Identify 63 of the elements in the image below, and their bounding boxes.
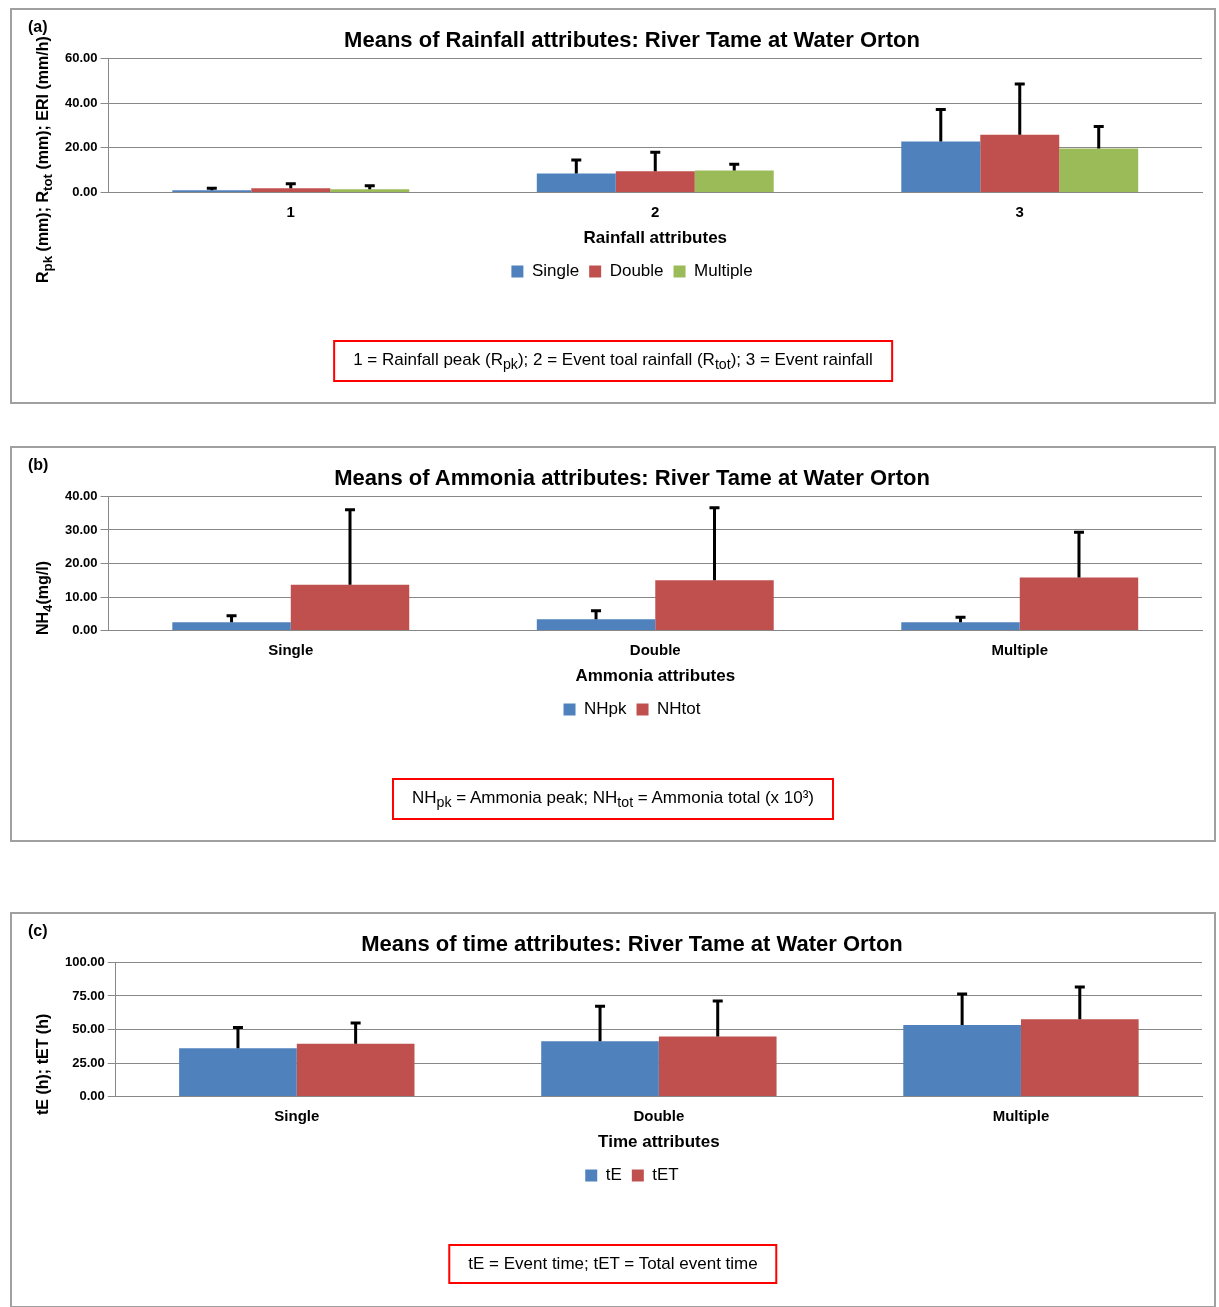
bar — [536, 619, 656, 631]
x-tick-label: 1 — [286, 202, 295, 220]
chart-title: Means of time attributes: River Tame at Water Orton — [361, 931, 903, 957]
bar — [536, 173, 616, 193]
y-tick-label: 50.00 — [72, 1021, 105, 1037]
legend-label: NHpk — [584, 699, 628, 719]
text: (b) — [28, 456, 49, 474]
y-tick-label: 75.00 — [72, 987, 105, 1003]
y-tick-label: 25.00 — [72, 1054, 105, 1070]
x-tick-label: Double — [633, 1106, 685, 1124]
bar — [290, 584, 410, 631]
bar — [903, 1024, 1021, 1097]
text: (a) — [28, 18, 48, 36]
legend-label: Multiple — [694, 261, 753, 281]
y-tick-label: 60.00 — [64, 49, 98, 65]
x-tick-label: 2 — [651, 202, 660, 220]
y-tick-label: 40.00 — [64, 487, 98, 503]
x-axis-title: Time attributes — [598, 1132, 720, 1152]
y-tick-label: 20.00 — [64, 555, 98, 571]
legend-label: Single — [531, 261, 580, 281]
y-tick-label: 40.00 — [64, 94, 98, 110]
bar — [615, 171, 695, 193]
text: 1 = Rainfall peak (R$_{pk}$); 2 = Event toal rainfall (R$_{tot}$); 3 = Event rainfall — [333, 340, 893, 383]
bar — [1020, 1019, 1139, 1097]
x-tick-label: 3 — [1015, 202, 1024, 220]
x-tick-label: Single — [274, 1106, 320, 1124]
bar — [172, 622, 291, 631]
y-tick-label: 20.00 — [64, 139, 98, 155]
text: NH$_{pk}$ = Ammonia peak; NH$_{tot}$ = Ammonia total (x 10³) — [391, 778, 835, 821]
legend-label: tE — [605, 1165, 622, 1185]
bar — [694, 170, 774, 193]
bar — [980, 134, 1060, 193]
y-tick-label: 0.00 — [79, 1088, 105, 1104]
y-tick-label: 0.00 — [72, 184, 98, 200]
legend-label: NHtot — [657, 699, 701, 719]
y-tick-label: 30.00 — [64, 521, 98, 537]
y-tick-label: 0.00 — [72, 622, 98, 638]
bar — [251, 188, 331, 193]
y-tick-label: 100.00 — [65, 953, 105, 969]
x-axis-title: Ammonia attributes — [575, 666, 736, 686]
x-tick-label: Multiple — [992, 1106, 1050, 1124]
bar — [901, 622, 1020, 631]
text: tE = Event time; tET = Total event time — [448, 1244, 778, 1284]
legend-label: tET — [652, 1165, 679, 1185]
bar — [296, 1043, 415, 1097]
x-tick-label: Single — [268, 640, 314, 658]
bar — [901, 141, 981, 193]
x-tick-label: Multiple — [991, 640, 1049, 658]
bar — [541, 1041, 659, 1097]
bar — [1019, 577, 1139, 631]
x-tick-label: Double — [629, 640, 681, 658]
chart-title: Means of Ammonia attributes: River Tame at Water Orton — [334, 465, 930, 491]
bar — [330, 189, 410, 193]
legend-label: Double — [609, 261, 664, 281]
x-axis-title: Rainfall attributes — [583, 228, 728, 248]
bar — [1059, 148, 1139, 193]
chart-title: Means of Rainfall attributes: River Tame at Water Orton — [344, 27, 920, 53]
text: (c) — [28, 922, 48, 940]
bar — [655, 580, 774, 631]
bar — [179, 1048, 297, 1097]
y-axis-title: tE (h); tET (h) — [34, 1013, 52, 1115]
y-tick-label: 10.00 — [64, 588, 98, 604]
bar — [658, 1036, 777, 1097]
